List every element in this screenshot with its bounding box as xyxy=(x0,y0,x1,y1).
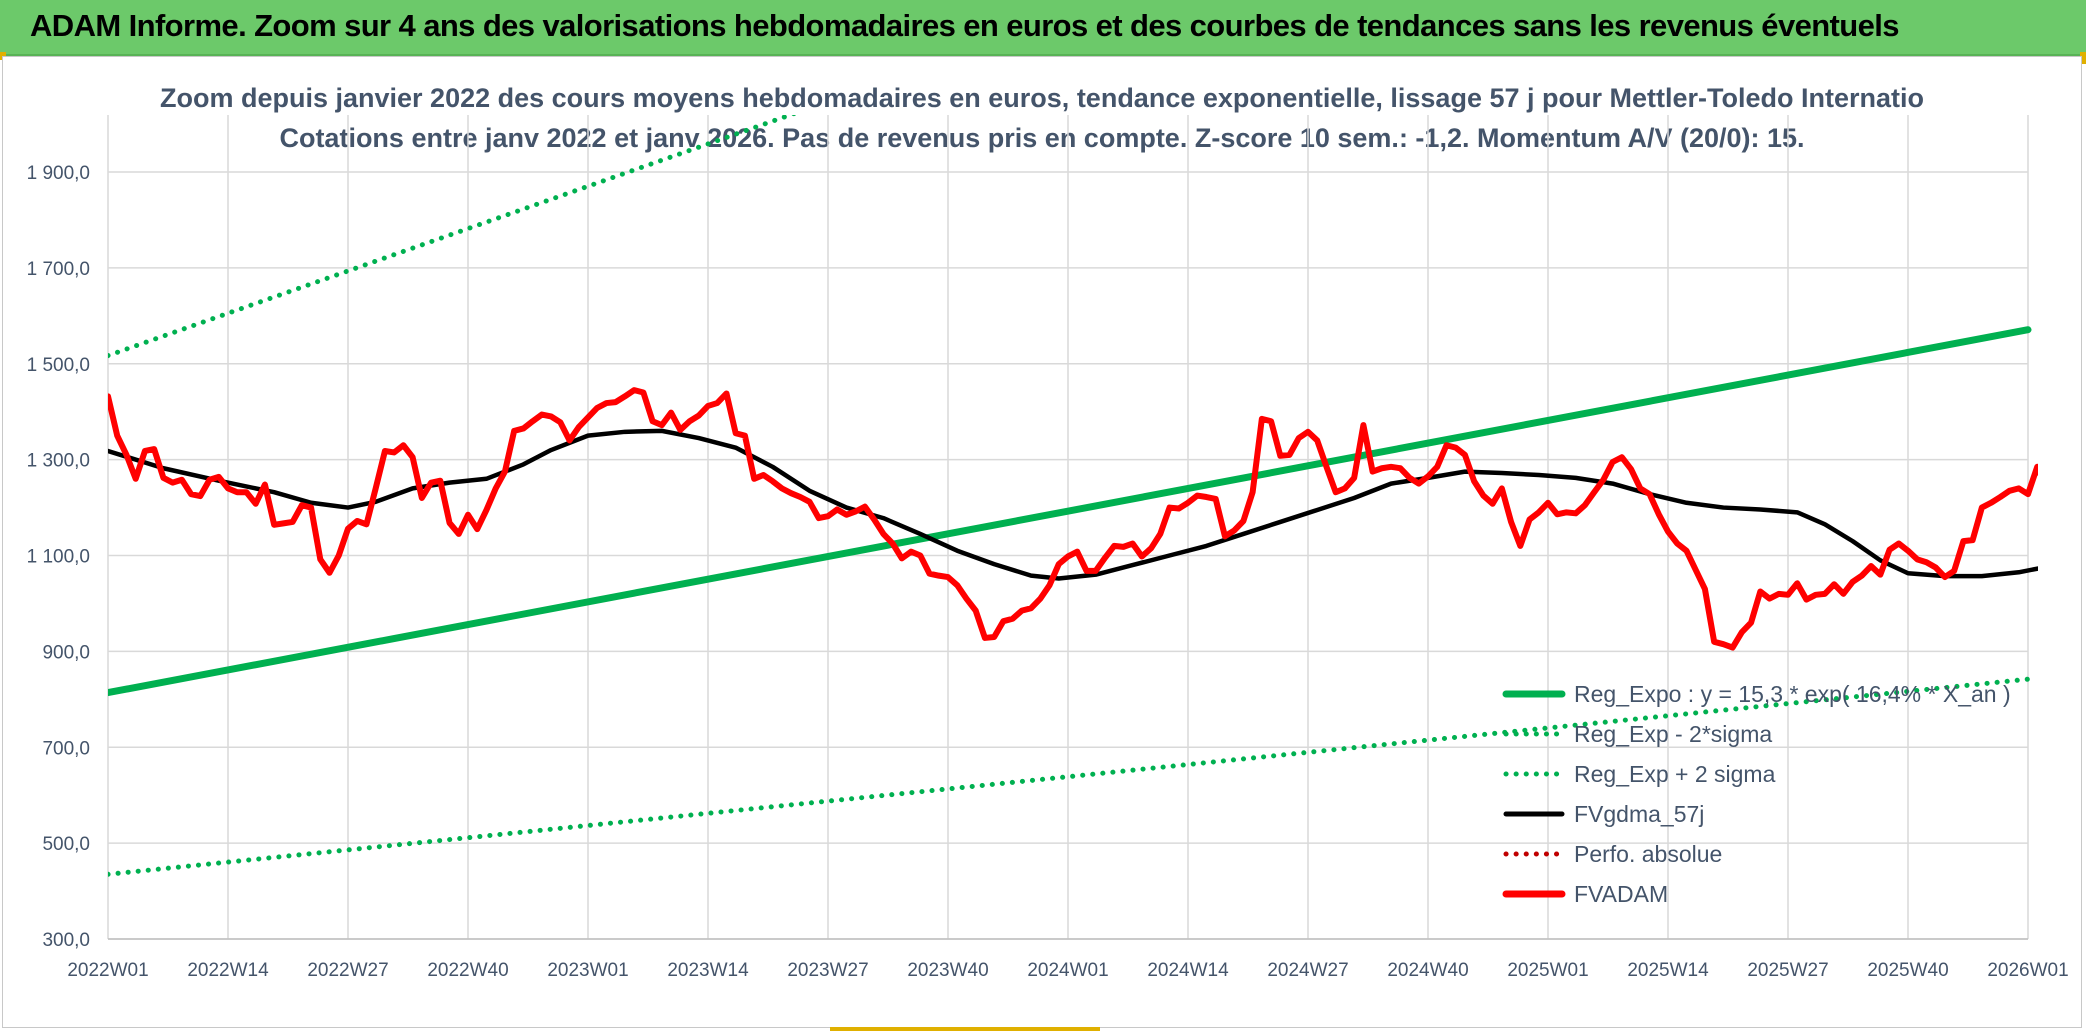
legend-label: FVgdma_57j xyxy=(1574,801,1704,827)
x-tick-label: 2024W40 xyxy=(1387,960,1468,981)
series-line-3 xyxy=(108,428,2038,581)
x-tick-label: 2023W27 xyxy=(787,960,868,981)
x-tick-label: 2025W14 xyxy=(1627,960,1709,981)
y-tick-label: 1 300,0 xyxy=(27,451,90,472)
legend-label: Perfo. absolue xyxy=(1574,841,1722,867)
x-tick-label: 2025W01 xyxy=(1507,960,1588,981)
legend-label: Reg_Expo : y = 15,3 * exp( 16,4% * X_an … xyxy=(1574,681,2011,707)
x-tick-label: 2023W14 xyxy=(667,960,749,981)
legend: Reg_Expo : y = 15,3 * exp( 16,4% * X_an … xyxy=(1502,681,2011,907)
x-tick-label: 2022W27 xyxy=(307,960,388,981)
legend-label: FVADAM xyxy=(1574,881,1668,907)
x-tick-label: 2022W14 xyxy=(187,960,269,981)
x-tick-label: 2025W40 xyxy=(1867,960,1948,981)
x-tick-label: 2022W01 xyxy=(67,960,148,981)
series-line-1 xyxy=(108,676,2031,877)
accent-mark-bottom xyxy=(830,1027,1100,1031)
x-tick-label: 2023W40 xyxy=(907,960,988,981)
axis-layer: 300,0 500,0 700,0 900,0 1 100,0 1 300,0 1 500,… xyxy=(27,163,2069,981)
x-tick-label: 2026W01 xyxy=(1987,960,2068,981)
x-tick-label: 2024W27 xyxy=(1267,960,1348,981)
y-tick-label: 300,0 xyxy=(42,930,90,951)
y-tick-label: 1 500,0 xyxy=(27,355,90,376)
legend-label: Reg_Exp + 2 sigma xyxy=(1574,761,1776,787)
y-tick-label: 1 700,0 xyxy=(27,259,90,280)
x-tick-label: 2024W01 xyxy=(1027,960,1108,981)
x-tick-label: 2022W40 xyxy=(427,960,508,981)
chart-svg: Zoom depuis janvier 2022 des cours moyen… xyxy=(3,57,2081,1027)
chart-background xyxy=(3,57,2081,1027)
report-banner: ADAM Informe. Zoom sur 4 ans des valoris… xyxy=(0,0,2086,56)
series-layer xyxy=(108,115,2038,877)
y-tick-label: 900,0 xyxy=(42,642,90,663)
x-tick-label: 2023W01 xyxy=(547,960,628,981)
y-tick-label: 500,0 xyxy=(42,834,90,855)
series-line-5 xyxy=(108,387,2038,651)
banner-title: ADAM Informe. Zoom sur 4 ans des valoris… xyxy=(30,8,1900,43)
chart-subtitle: Cotations entre janv 2022 et janv 2026. … xyxy=(279,123,1804,153)
grid-layer xyxy=(107,115,2029,940)
legend-label: Reg_Exp - 2*sigma xyxy=(1574,721,1772,747)
series-line-0 xyxy=(108,326,2032,697)
y-tick-label: 700,0 xyxy=(42,738,90,759)
x-tick-label: 2024W14 xyxy=(1147,960,1229,981)
x-tick-label: 2025W27 xyxy=(1747,960,1828,981)
y-tick-label: 1 100,0 xyxy=(27,547,90,568)
chart-frame: Zoom depuis janvier 2022 des cours moyen… xyxy=(2,56,2082,1028)
chart-title: Zoom depuis janvier 2022 des cours moyen… xyxy=(160,83,1924,113)
y-tick-label: 1 900,0 xyxy=(27,163,90,184)
accent-mark-right xyxy=(2080,52,2086,64)
